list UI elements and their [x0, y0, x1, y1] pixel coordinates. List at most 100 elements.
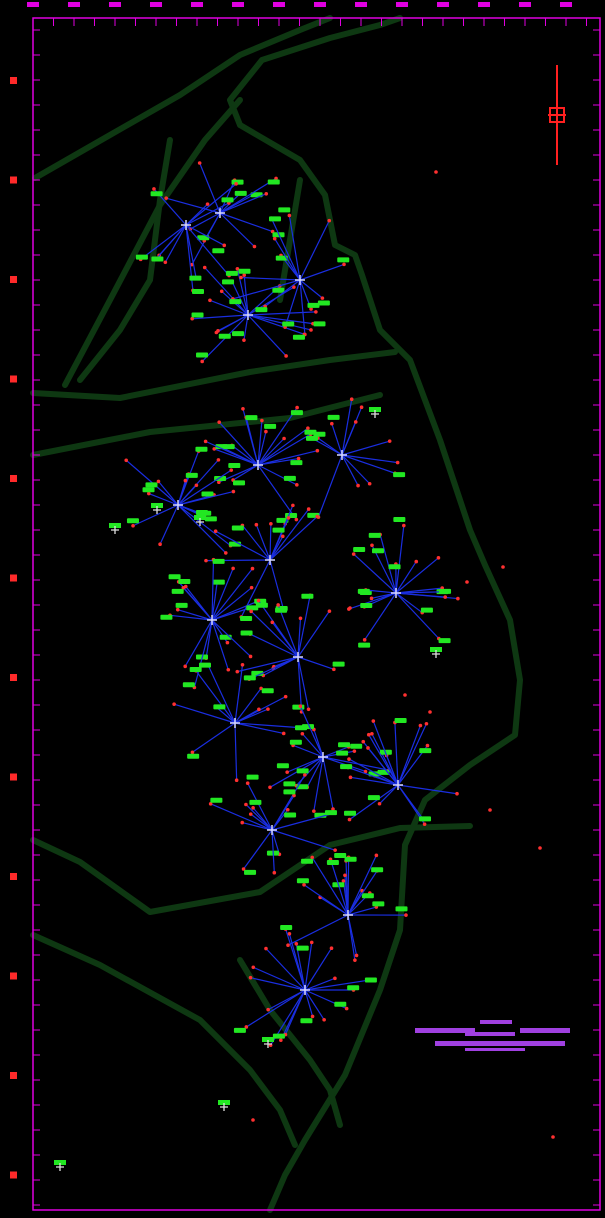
frame-tick-label — [10, 574, 17, 582]
point — [217, 420, 221, 424]
unit — [283, 475, 296, 481]
point — [285, 807, 290, 812]
spoke — [271, 829, 280, 855]
spoke — [177, 609, 213, 621]
spoke — [257, 407, 298, 466]
unit — [212, 248, 225, 254]
spoke — [395, 557, 439, 594]
spoke — [177, 490, 234, 506]
point — [488, 808, 492, 812]
hub — [393, 780, 403, 790]
unit — [344, 810, 357, 816]
spoke — [241, 525, 271, 561]
hub — [343, 910, 353, 920]
spoke — [299, 279, 306, 335]
spoke — [304, 989, 325, 1021]
point — [248, 975, 253, 980]
spoke — [205, 440, 259, 466]
point — [538, 846, 542, 850]
unit — [195, 446, 208, 452]
spoke — [205, 619, 213, 659]
spoke — [257, 438, 285, 466]
point — [306, 426, 310, 430]
point — [282, 436, 286, 441]
unit — [244, 869, 257, 875]
point — [403, 693, 407, 697]
spoke — [322, 746, 349, 758]
unit — [275, 607, 288, 613]
spoke — [192, 314, 249, 320]
unit — [175, 602, 188, 608]
unit — [304, 429, 317, 435]
spoke — [299, 279, 323, 299]
spoke — [185, 183, 237, 226]
frame-tick-label — [10, 276, 17, 283]
point — [190, 316, 194, 321]
unit — [278, 207, 291, 213]
spoke — [270, 217, 301, 281]
hub — [173, 500, 183, 510]
point — [300, 731, 305, 736]
spoke — [331, 423, 343, 456]
spoke — [192, 722, 236, 753]
spoke — [299, 263, 345, 281]
river — [237, 122, 523, 1213]
legend-line — [520, 1028, 570, 1033]
spoke — [159, 504, 179, 545]
spoke — [148, 492, 179, 506]
point — [371, 719, 376, 723]
unit — [189, 667, 202, 673]
point — [251, 965, 256, 970]
unit — [218, 1100, 230, 1105]
point — [287, 931, 292, 936]
unit — [340, 764, 353, 770]
unit — [243, 675, 256, 681]
hub — [230, 718, 240, 728]
point — [425, 743, 430, 748]
spoke — [304, 942, 313, 991]
point — [291, 503, 295, 508]
point — [331, 807, 335, 811]
spoke — [247, 311, 316, 316]
point — [414, 559, 419, 564]
unit — [240, 615, 253, 621]
spoke — [271, 829, 275, 873]
unit — [213, 704, 226, 710]
border — [32, 17, 601, 1211]
point — [327, 218, 332, 223]
unit — [358, 642, 371, 648]
unit — [296, 945, 309, 951]
point — [249, 585, 254, 590]
unit — [337, 257, 350, 263]
hub — [207, 615, 217, 625]
unit — [360, 603, 373, 609]
point — [456, 596, 460, 601]
spoke — [367, 747, 399, 786]
point — [264, 429, 268, 434]
point — [294, 517, 299, 522]
point — [436, 556, 441, 560]
frame-tick-label — [314, 2, 326, 7]
spoke — [173, 703, 236, 724]
spoke — [301, 733, 324, 758]
spoke — [257, 458, 299, 466]
unit — [372, 901, 385, 907]
frame-tick-label — [10, 1072, 17, 1079]
point — [395, 460, 400, 465]
road — [32, 15, 333, 181]
point — [183, 664, 187, 669]
spoke — [166, 197, 221, 214]
spoke — [193, 619, 213, 688]
unit — [438, 638, 451, 644]
hub — [265, 555, 275, 565]
point — [418, 723, 423, 728]
spoke — [182, 587, 213, 621]
unit — [272, 1033, 285, 1039]
spoke — [240, 276, 301, 281]
frame-tick-label — [10, 475, 17, 482]
spoke — [132, 504, 179, 527]
hub — [215, 208, 225, 218]
point — [343, 873, 347, 878]
spoke — [185, 202, 230, 226]
unit — [276, 763, 289, 769]
